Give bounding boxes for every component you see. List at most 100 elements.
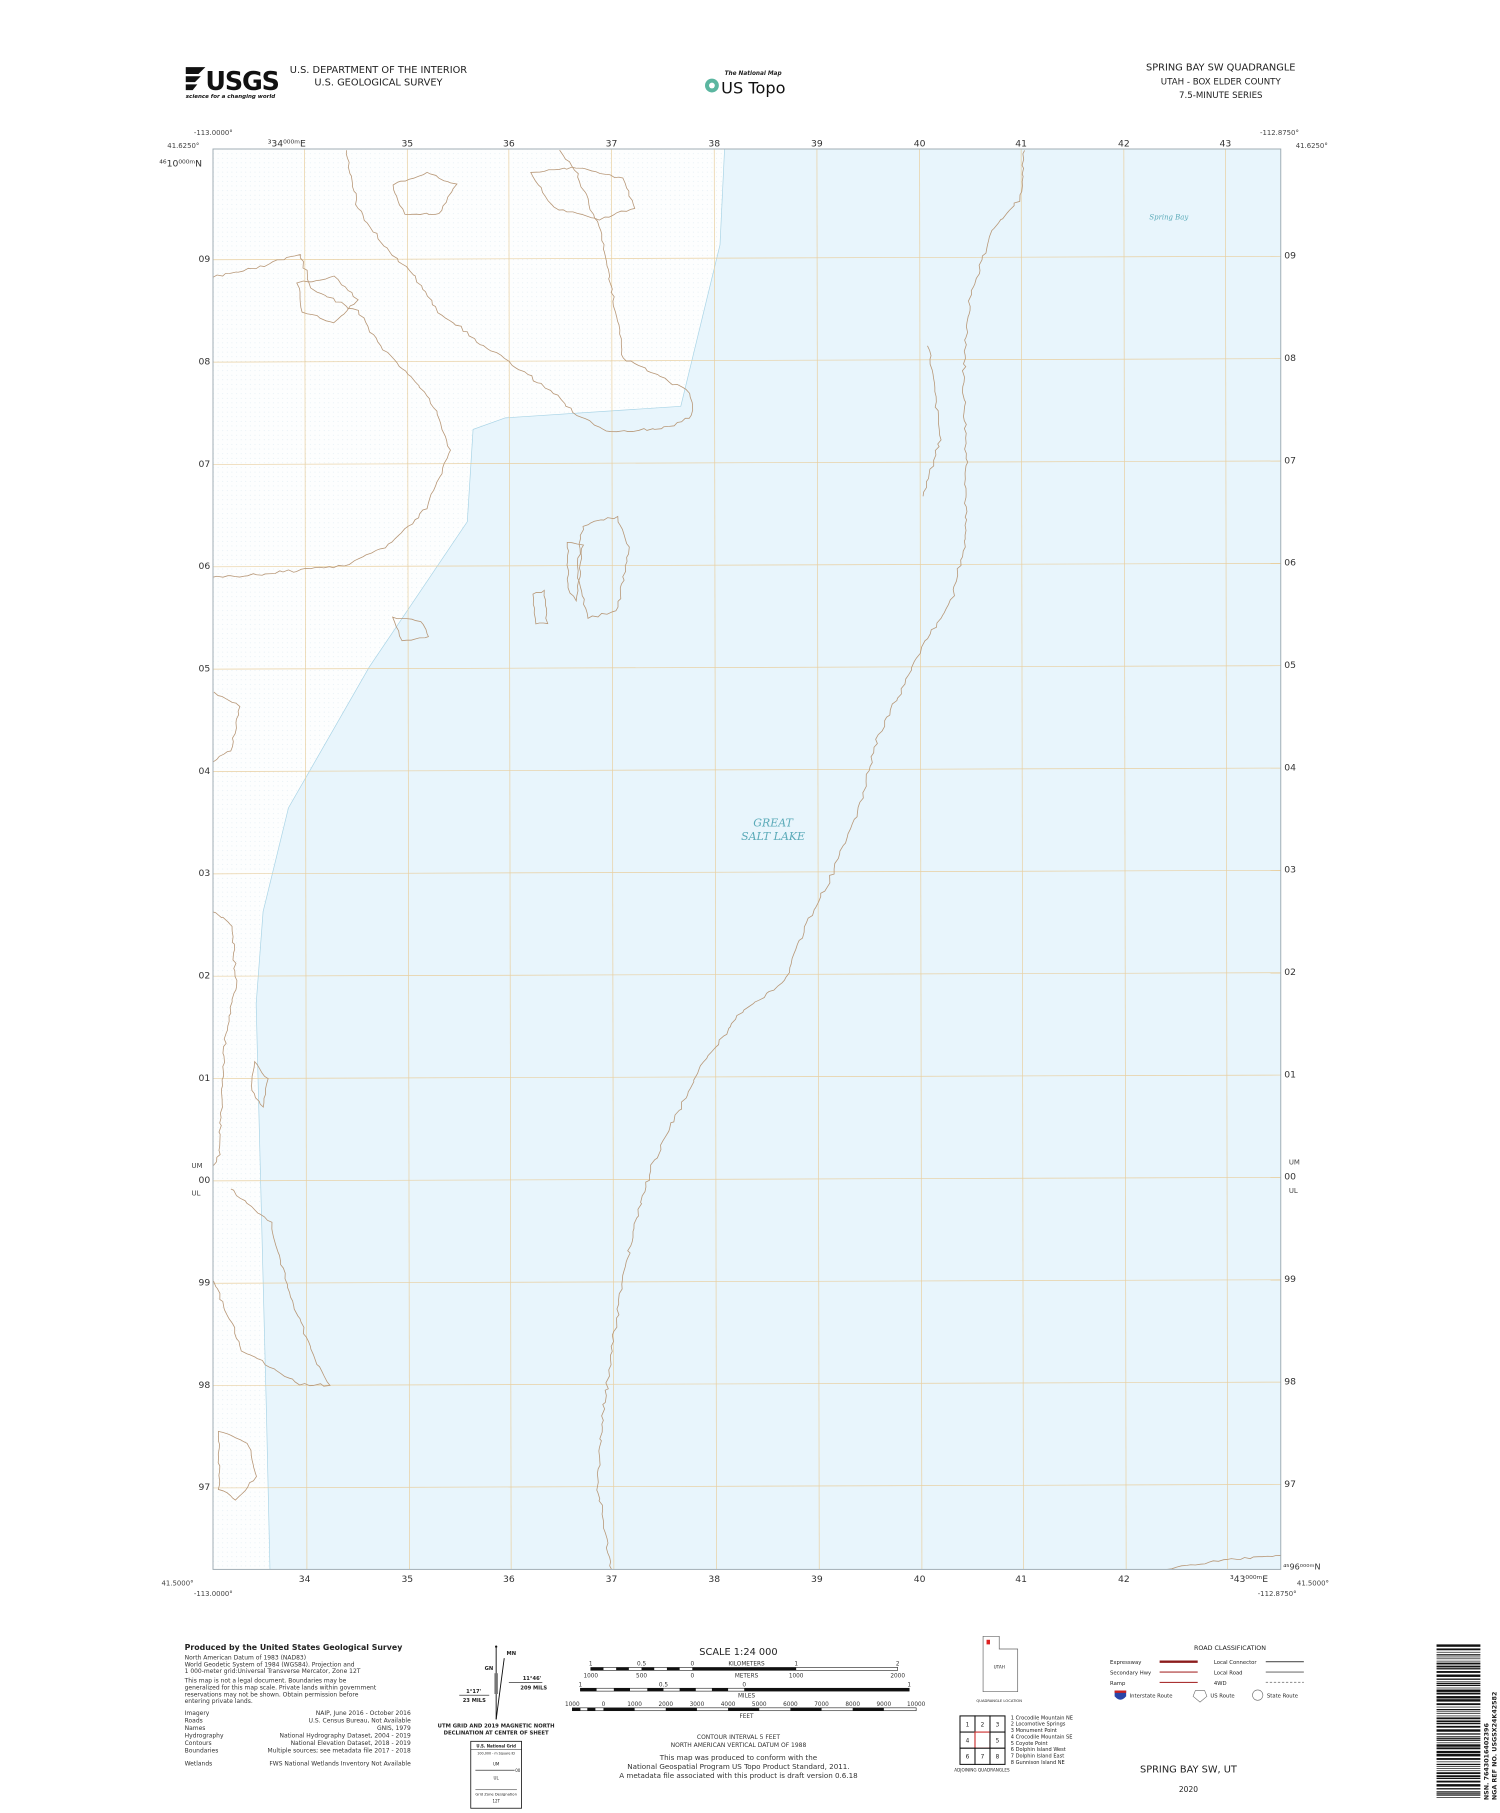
northing-gridline xyxy=(213,460,1281,465)
disclaimer-line: reservations may not be shown. Obtain pe… xyxy=(185,1691,359,1698)
northing-gridline xyxy=(213,1484,1281,1489)
barcode-bar xyxy=(1436,1770,1481,1772)
barcode-bar xyxy=(1436,1777,1481,1780)
corner-bottom-right-lon: -112.8750° xyxy=(1258,1590,1297,1598)
corner-top-left-lat: 41.6250° xyxy=(167,142,199,150)
survey-name: U.S. GEOLOGICAL SURVEY xyxy=(314,78,442,89)
adjoining-quad-name: 6 Dolphin Island West xyxy=(1011,1747,1066,1753)
scale-tick-label: 7000 xyxy=(814,1702,829,1708)
left-northing-label: 99 xyxy=(198,1278,210,1289)
contour-line xyxy=(213,253,451,578)
map-neatline xyxy=(212,148,1282,1570)
top-easting-label: 40 xyxy=(914,139,926,150)
star-icon xyxy=(495,1645,498,1648)
easting-gridline xyxy=(1020,148,1024,1570)
scale-tick-label: 0 xyxy=(602,1702,606,1708)
barcode-bar xyxy=(1436,1648,1481,1651)
usgs-tagline: science for a changing world xyxy=(186,94,275,100)
bottom-easting-label: 42 xyxy=(1118,1574,1130,1585)
barcode-bar xyxy=(1436,1754,1481,1757)
road-class-label: Local Connector xyxy=(1214,1660,1258,1666)
barcode-bar xyxy=(1436,1681,1481,1683)
barcode-bar xyxy=(1436,1768,1481,1769)
barcode-bar xyxy=(1436,1797,1481,1798)
adjoining-quad-name: 5 Coyote Point xyxy=(1011,1741,1048,1747)
corner-bottom-right-lat: 41.5000° xyxy=(1297,1580,1329,1588)
road-class-label: 4WD xyxy=(1214,1681,1227,1687)
barcode-bar xyxy=(1436,1689,1481,1692)
barcode-bar xyxy=(1436,1772,1481,1775)
contour-line xyxy=(213,691,241,763)
barcode-bar xyxy=(1436,1736,1481,1737)
barcode-bar xyxy=(1436,1706,1481,1708)
source-value: National Hydrography Dataset, 2004 - 201… xyxy=(279,1732,410,1739)
contour-line xyxy=(530,166,636,221)
right-northing-label: 97 xyxy=(1284,1479,1296,1490)
barcode-bar xyxy=(1436,1684,1481,1687)
bottom-easting-label: 38 xyxy=(708,1574,720,1585)
left-northing-label: 05 xyxy=(198,663,210,674)
scale-tick-label: 0.5 xyxy=(637,1662,646,1668)
easting-gridline xyxy=(304,148,308,1570)
right-northing-label: 07 xyxy=(1284,455,1296,466)
adjoining-cell-number: 3 xyxy=(996,1722,1000,1728)
declination-diagram: MN GN 11°46' 209 MILS 1°17' 23 MILS UTM … xyxy=(438,1645,555,1736)
quadrangle-title: SPRING BAY SW QUADRANGLE xyxy=(1146,63,1295,74)
contour-line xyxy=(596,150,1025,1570)
source-label: Hydrography xyxy=(185,1732,224,1739)
usng-gzd-label: Grid Zone Designation xyxy=(475,1793,517,1797)
right-northing-label: 03 xyxy=(1284,865,1296,876)
easting-gridline xyxy=(406,148,410,1570)
vertical-datum: NORTH AMERICAN VERTICAL DATUM OF 1988 xyxy=(671,1742,807,1749)
northing-gridline xyxy=(213,1177,1281,1182)
scale-tick-label: 2000 xyxy=(658,1702,673,1708)
barcode-bar xyxy=(1436,1750,1481,1754)
contour-line xyxy=(532,589,549,625)
magnetic-north-line xyxy=(495,1658,505,1720)
grid-zone-ul-right: UL xyxy=(1289,1187,1298,1195)
usng-line-value: 00 xyxy=(515,1768,521,1773)
bottom-easting-label: 39 xyxy=(811,1574,823,1585)
us-topo-wordmark: US Topo xyxy=(721,79,785,98)
scale-tick-label: 0 xyxy=(690,1673,694,1679)
source-value: U.S. Census Bureau, Not Available xyxy=(309,1717,411,1724)
route-label: State Route xyxy=(1267,1693,1298,1699)
barcode-bar xyxy=(1436,1699,1481,1702)
right-northing-label: 01 xyxy=(1284,1069,1296,1080)
barcode-bar xyxy=(1436,1668,1481,1670)
right-northing-label: 98 xyxy=(1284,1376,1296,1387)
quadrangle-location: UTAH QUADRANGLE LOCATION xyxy=(976,1635,1022,1703)
source-value: FWS National Wetlands Inventory Not Avai… xyxy=(269,1761,411,1768)
map-body[interactable]: GREAT SALT LAKE Spring Bay xyxy=(212,148,1284,1572)
route-label: US Route xyxy=(1210,1693,1234,1699)
footer-year: 2020 xyxy=(1179,1785,1198,1794)
adjoining-quadrangles: 1 2 3 4 5 6 7 8 1 Crocodile Mountain NE2 Locomo… xyxy=(954,1715,1073,1772)
barcode-bar xyxy=(1436,1674,1481,1677)
barcode-bar xyxy=(1436,1725,1481,1728)
datum-line: 1 000-meter grid:Universal Transverse Me… xyxy=(185,1668,361,1675)
scale-tick-label: 10000 xyxy=(907,1702,926,1708)
standard-line-2: National Geospatial Program US Topo Prod… xyxy=(627,1762,849,1771)
grid-labels: 35 36 37 38 39 40 41 42 43 34 35 36 37 38 39 40 41 42 09 09… xyxy=(198,139,1296,1585)
bottom-easting-label: 41 xyxy=(1015,1574,1027,1585)
easting-gridline xyxy=(816,148,820,1570)
usgs-wordmark: USGS xyxy=(205,66,278,96)
east-angle: 11°46' xyxy=(523,1676,542,1682)
scale-tick-label: 1000 xyxy=(627,1702,642,1708)
left-northing-label: 08 xyxy=(198,356,210,367)
source-label: Wetlands xyxy=(185,1761,213,1768)
scale-tick-label: 1000 xyxy=(565,1702,580,1708)
left-northing-label: 02 xyxy=(198,971,210,982)
state-county: UTAH - BOX ELDER COUNTY xyxy=(1161,77,1282,87)
easting-gridline xyxy=(508,148,512,1570)
adjoining-cell-number: 1 xyxy=(966,1722,970,1728)
great-salt-lake-water xyxy=(255,148,1281,1570)
contour-line xyxy=(213,911,238,1166)
barcode-bar xyxy=(1436,1733,1481,1735)
usng-gzd: 12T xyxy=(492,1798,500,1803)
barcode-bar xyxy=(1436,1747,1481,1750)
adjoining-cell-number: 2 xyxy=(981,1722,985,1728)
barcode-bar xyxy=(1436,1715,1481,1717)
source-value: Multiple sources; see metadata file 2017… xyxy=(267,1747,411,1754)
scale-tick-label: 0 xyxy=(690,1662,694,1668)
